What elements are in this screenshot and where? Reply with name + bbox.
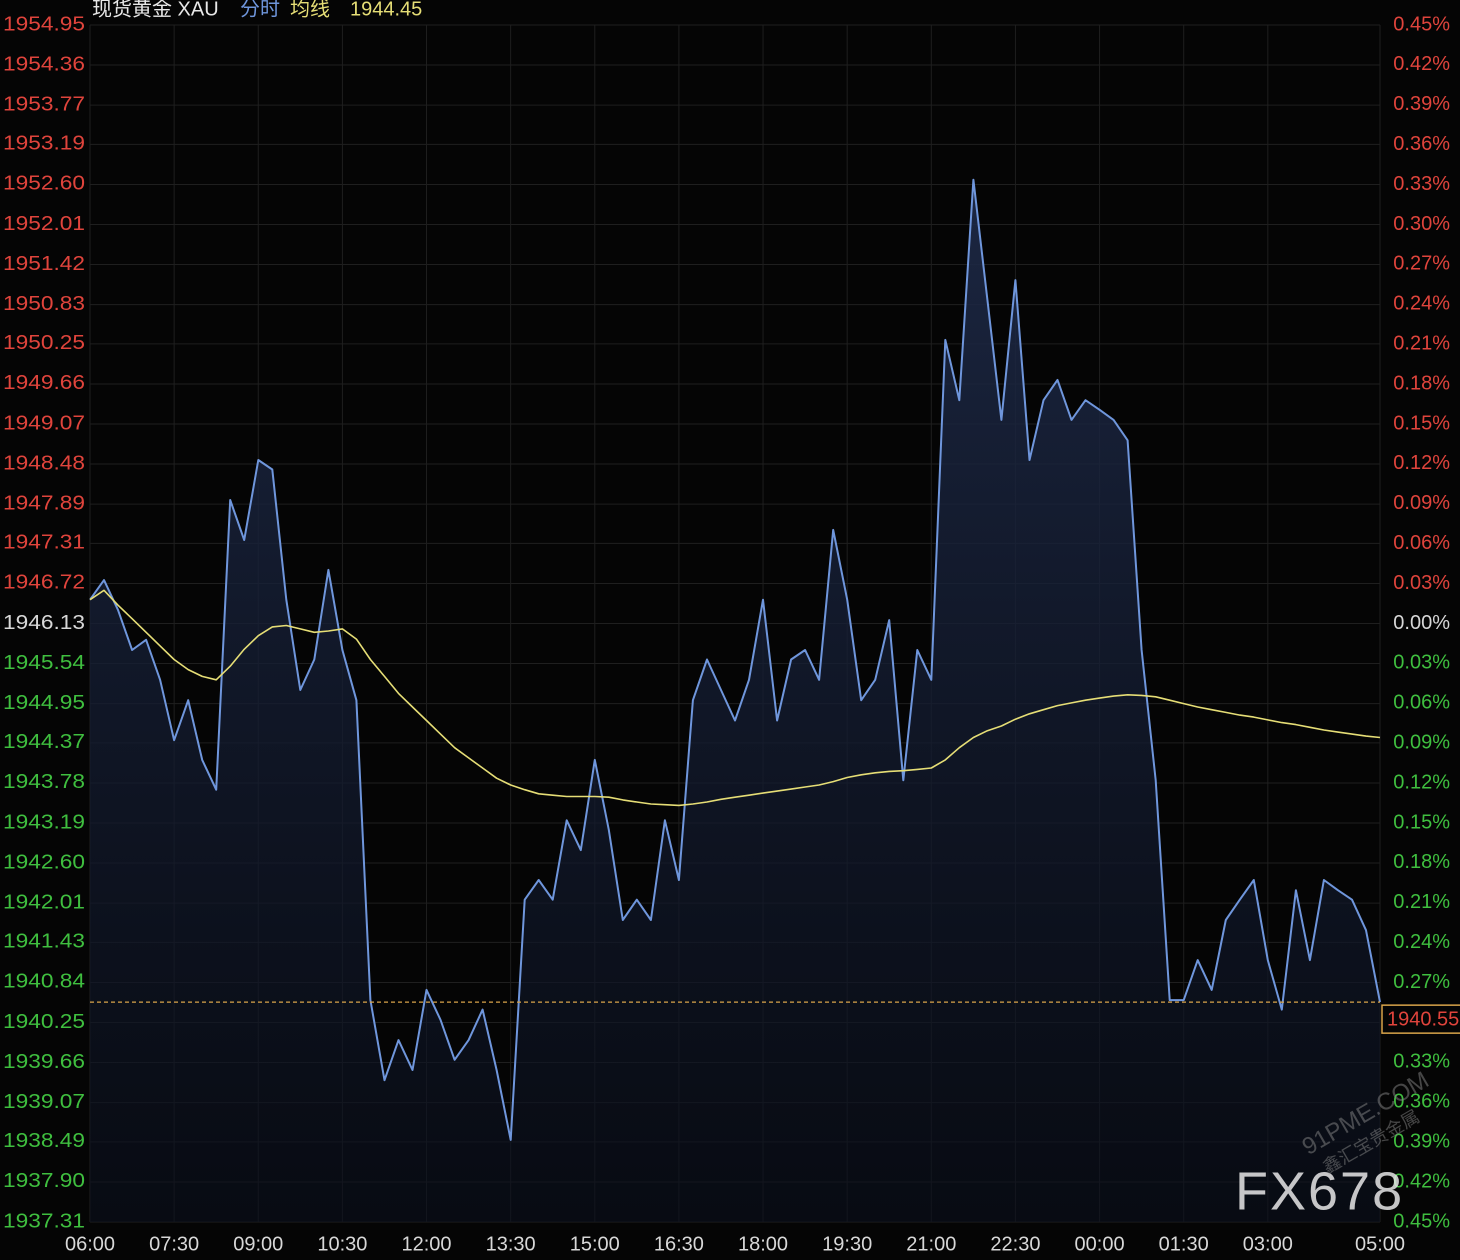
x-tick-label: 00:00 bbox=[1075, 1233, 1125, 1255]
y-tick-label: 1945.54 bbox=[3, 652, 85, 674]
y2-tick-label: 0.33% bbox=[1393, 173, 1450, 195]
y-tick-label: 1938.49 bbox=[3, 1130, 85, 1152]
average-line bbox=[89, 589, 1381, 807]
y2-tick-label: 0.36% bbox=[1393, 133, 1450, 155]
watermark: FX678 bbox=[1235, 1161, 1404, 1221]
y-tick-label: 1952.60 bbox=[3, 173, 85, 195]
y2-tick-label: 0.12% bbox=[1393, 771, 1450, 793]
y-tick-label: 1947.31 bbox=[3, 532, 85, 554]
y-tick-label: 1939.07 bbox=[3, 1091, 85, 1113]
y-tick-label: 1953.19 bbox=[3, 133, 85, 155]
y-tick-label: 1954.36 bbox=[3, 53, 85, 75]
y2-tick-label: 0.30% bbox=[1393, 213, 1450, 235]
y-tick-label: 1950.83 bbox=[3, 293, 85, 315]
y-tick-label: 1947.89 bbox=[3, 492, 85, 514]
y2-tick-label: 0.24% bbox=[1393, 293, 1450, 315]
y-tick-label: 1941.43 bbox=[3, 931, 85, 953]
y2-tick-label: 0.21% bbox=[1393, 332, 1450, 354]
y-tick-label: 1942.60 bbox=[3, 851, 85, 873]
x-tick-label: 03:00 bbox=[1243, 1233, 1293, 1255]
x-tick-label: 12:00 bbox=[401, 1233, 451, 1255]
last-price-label: 1940.55 bbox=[1387, 1008, 1459, 1030]
y-tick-label: 1950.25 bbox=[3, 332, 85, 354]
y2-tick-label: 0.06% bbox=[1393, 532, 1450, 554]
y2-tick-label: 0.03% bbox=[1393, 572, 1450, 594]
y2-tick-label: 0.27% bbox=[1393, 971, 1450, 993]
y2-tick-label: 0.39% bbox=[1393, 1130, 1450, 1152]
x-tick-label: 05:00 bbox=[1355, 1233, 1405, 1255]
y2-tick-label: 0.21% bbox=[1393, 891, 1450, 913]
y2-tick-label: 0.42% bbox=[1393, 1170, 1450, 1192]
y-tick-label: 1954.95 bbox=[3, 13, 85, 35]
y2-tick-label: 0.24% bbox=[1393, 931, 1450, 953]
y2-tick-label: 0.36% bbox=[1393, 1091, 1450, 1113]
x-tick-label: 21:00 bbox=[906, 1233, 956, 1255]
chart-title: 现货黄金 XAU bbox=[92, 0, 219, 20]
x-tick-label: 06:00 bbox=[65, 1233, 115, 1255]
y-tick-label: 1939.66 bbox=[3, 1051, 85, 1073]
marks bbox=[89, 178, 1381, 1223]
y-tick-label: 1948.48 bbox=[3, 452, 85, 474]
y-tick-label: 1940.84 bbox=[3, 971, 85, 993]
x-tick-label: 22:30 bbox=[990, 1233, 1040, 1255]
y2-tick-label: 0.45% bbox=[1393, 1210, 1450, 1232]
x-tick-label: 15:00 bbox=[570, 1233, 620, 1255]
y2-tick-label: 0.39% bbox=[1393, 93, 1450, 115]
y-tick-label: 1942.01 bbox=[3, 891, 85, 913]
y-tick-label: 1952.01 bbox=[3, 213, 85, 235]
y2-tick-label: 0.27% bbox=[1393, 253, 1450, 275]
labels: 1954.95 1954.36 1953.77 1953.19 1952.60 1952.… bbox=[3, 13, 1460, 1255]
x-tick-label: 07:30 bbox=[149, 1233, 199, 1255]
legend-entry: 均线 bbox=[290, 0, 330, 20]
y-tick-label: 1944.95 bbox=[3, 692, 85, 714]
y2-tick-label: 0.12% bbox=[1393, 452, 1450, 474]
y2-tick-label: 0.06% bbox=[1393, 692, 1450, 714]
x-tick-label: 18:00 bbox=[738, 1233, 788, 1255]
x-tick-label: 16:30 bbox=[654, 1233, 704, 1255]
y2-tick-label: 0.15% bbox=[1393, 412, 1450, 434]
y-tick-label: 1946.13 bbox=[3, 612, 85, 634]
y2-tick-label: 0.33% bbox=[1393, 1051, 1450, 1073]
y2-tick-label: 0.15% bbox=[1393, 811, 1450, 833]
legend-value: 1944.45 bbox=[350, 0, 422, 20]
y-tick-label: 1949.07 bbox=[3, 412, 85, 434]
y-tick-label: 1940.25 bbox=[3, 1011, 85, 1033]
y-tick-label: 1953.77 bbox=[3, 93, 85, 115]
x-tick-label: 19:30 bbox=[822, 1233, 872, 1255]
y2-tick-label: 0.03% bbox=[1393, 652, 1450, 674]
x-tick-label: 09:00 bbox=[233, 1233, 283, 1255]
y-tick-label: 1949.66 bbox=[3, 372, 85, 394]
y-tick-label: 1944.37 bbox=[3, 731, 85, 753]
y2-tick-label: 0.09% bbox=[1393, 492, 1450, 514]
y2-tick-label: 0.00% bbox=[1393, 612, 1450, 634]
x-tick-label: 10:30 bbox=[317, 1233, 367, 1255]
x-tick-label: 13:30 bbox=[486, 1233, 536, 1255]
price-area bbox=[90, 179, 1380, 1223]
price-line bbox=[89, 178, 1381, 1141]
y2-tick-label: 0.45% bbox=[1393, 13, 1450, 35]
y-tick-label: 1943.78 bbox=[3, 771, 85, 793]
y-tick-label: 1951.42 bbox=[3, 253, 85, 275]
last-price-box bbox=[1381, 1004, 1460, 1034]
y2-tick-label: 0.42% bbox=[1393, 53, 1450, 75]
x-tick-label: 01:30 bbox=[1159, 1233, 1209, 1255]
y2-tick-label: 0.18% bbox=[1393, 372, 1450, 394]
y-tick-label: 1937.31 bbox=[3, 1210, 85, 1232]
y2-tick-label: 0.09% bbox=[1393, 731, 1450, 753]
y2-tick-label: 0.18% bbox=[1393, 851, 1450, 873]
y-tick-label: 1937.90 bbox=[3, 1170, 85, 1192]
y-tick-label: 1946.72 bbox=[3, 572, 85, 594]
legend-entry: 分时 bbox=[240, 0, 280, 20]
y-tick-label: 1943.19 bbox=[3, 811, 85, 833]
